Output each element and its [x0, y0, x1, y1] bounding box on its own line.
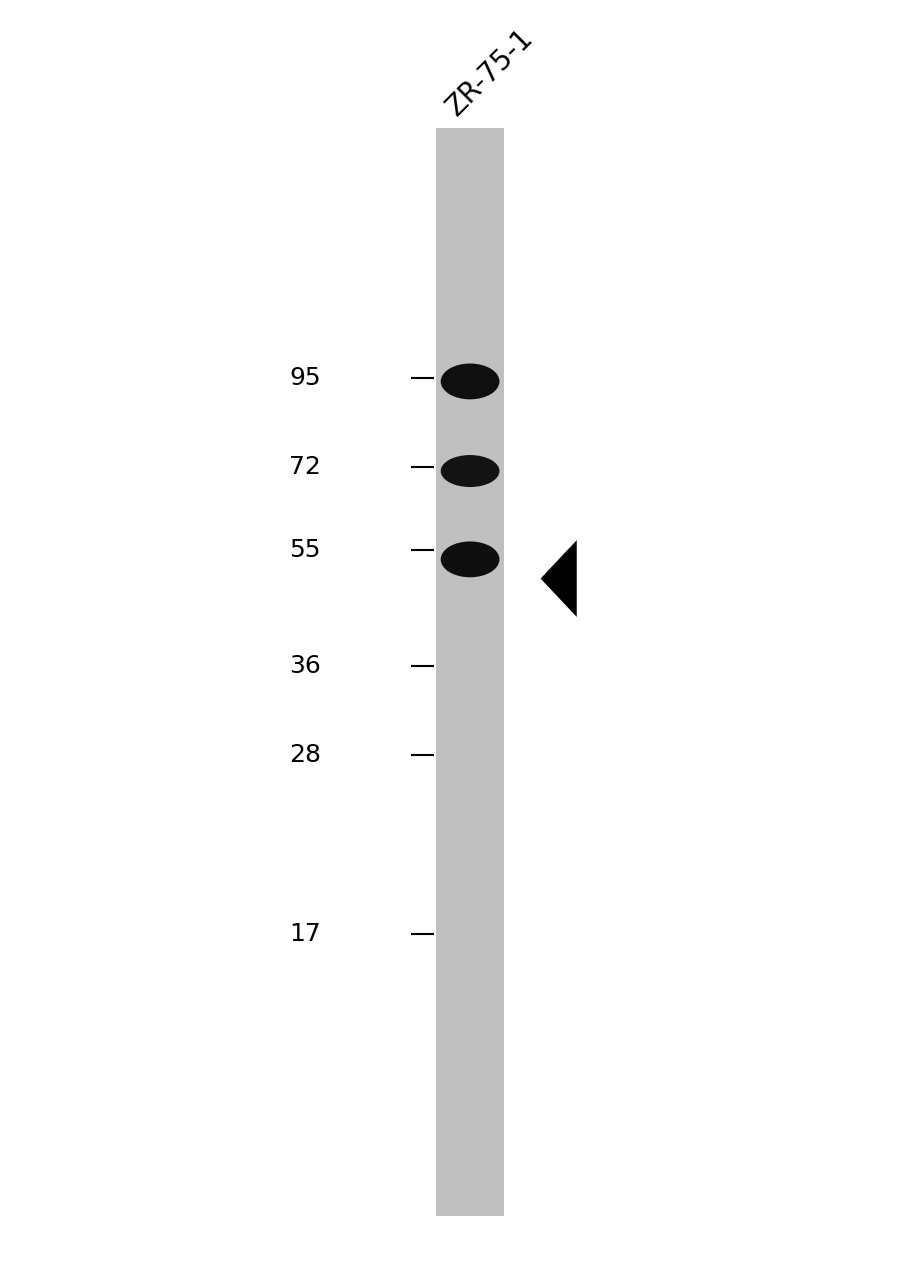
Text: 55: 55: [289, 539, 321, 562]
Text: 36: 36: [289, 654, 321, 677]
Ellipse shape: [441, 454, 499, 486]
Bar: [436, 128, 504, 1216]
Text: 28: 28: [289, 744, 321, 767]
Ellipse shape: [441, 541, 499, 577]
Text: 95: 95: [289, 366, 321, 389]
Text: 17: 17: [289, 923, 321, 946]
Ellipse shape: [441, 364, 499, 399]
Text: ZR-75-1: ZR-75-1: [441, 24, 538, 122]
Text: 72: 72: [289, 456, 321, 479]
Polygon shape: [540, 540, 576, 617]
